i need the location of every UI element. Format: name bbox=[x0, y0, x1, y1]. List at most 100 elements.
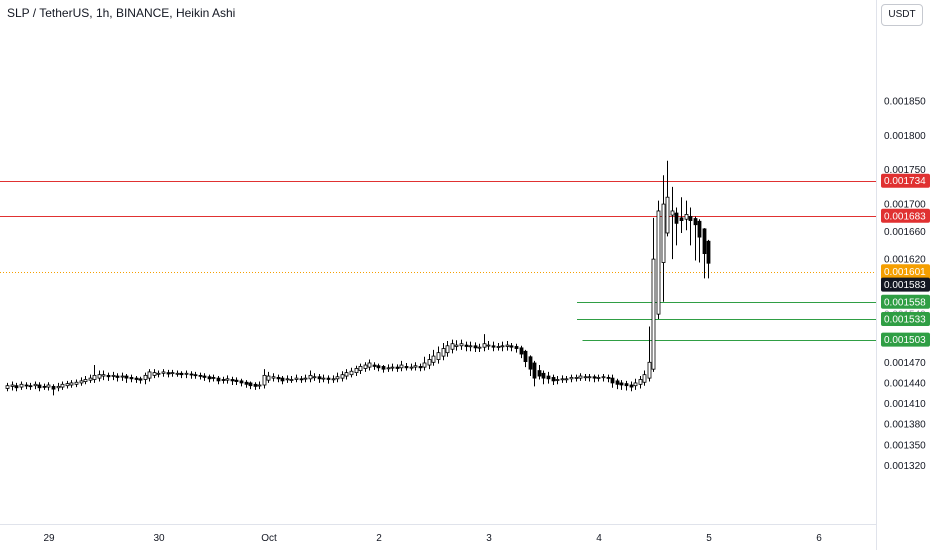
candle-down bbox=[248, 382, 253, 387]
support-price-tag-bg bbox=[881, 332, 930, 347]
candle-down bbox=[619, 382, 624, 386]
price-tick-label: 0.001470 bbox=[884, 358, 926, 369]
price-tags: 0.0015400.0017340.0016830.0015580.001533… bbox=[881, 173, 930, 347]
candle-down bbox=[372, 364, 377, 367]
candle-up bbox=[454, 344, 459, 347]
candle-up bbox=[642, 374, 647, 383]
candle-down bbox=[211, 377, 216, 379]
candle-down bbox=[404, 366, 409, 369]
candle-up bbox=[661, 203, 666, 263]
candle-up bbox=[143, 374, 148, 380]
candle-up bbox=[358, 366, 363, 371]
candle-down bbox=[317, 376, 322, 380]
price-tick-label: 0.001440 bbox=[884, 378, 926, 389]
candle-down bbox=[464, 344, 469, 347]
candle-up bbox=[583, 376, 588, 379]
candle-down bbox=[138, 378, 143, 381]
candle-down bbox=[706, 240, 711, 264]
candle-down bbox=[134, 377, 139, 380]
time-tick-label: 3 bbox=[486, 533, 492, 544]
time-tick-label: 2 bbox=[376, 533, 382, 544]
candle-up bbox=[60, 383, 65, 388]
last-price-label: 0.001601 bbox=[884, 267, 926, 278]
candle-up bbox=[427, 359, 432, 366]
candle-down bbox=[537, 370, 542, 377]
price-tick-label: 0.001700 bbox=[884, 200, 926, 211]
candle-down bbox=[679, 217, 684, 221]
candle-up bbox=[450, 343, 455, 350]
currency-button[interactable]: USDT bbox=[881, 4, 923, 26]
candle-up bbox=[156, 372, 161, 375]
candle-down bbox=[519, 347, 524, 355]
candle-down bbox=[179, 372, 184, 376]
candle-up bbox=[120, 375, 125, 378]
candle-down bbox=[189, 373, 194, 376]
candle-up bbox=[46, 384, 51, 388]
candle-up bbox=[83, 379, 88, 382]
candle-down bbox=[234, 379, 239, 382]
candle-up bbox=[647, 361, 652, 379]
candle-up bbox=[92, 374, 97, 380]
candle-down bbox=[115, 375, 120, 378]
candle-up bbox=[257, 384, 262, 387]
candle-down bbox=[28, 385, 33, 388]
resistance-price-tag-bg bbox=[881, 208, 930, 223]
candle-up bbox=[308, 374, 313, 380]
candle-down bbox=[230, 379, 235, 382]
price-tick-label: 0.001380 bbox=[884, 420, 926, 431]
candle-down bbox=[674, 212, 679, 224]
candle-down bbox=[193, 374, 198, 377]
time-axis[interactable]: 29 30 Oct 2 3 4 5 6 bbox=[43, 533, 822, 544]
candle-up bbox=[225, 378, 230, 381]
candles bbox=[5, 160, 711, 396]
candle-up bbox=[354, 368, 359, 374]
price-axis[interactable]: 0.001850 0.001800 0.001750 0.001700 0.001660… bbox=[884, 96, 926, 472]
candle-up bbox=[56, 385, 61, 389]
time-tick-label: 30 bbox=[153, 533, 165, 544]
support-price-tag-label: 0.001558 bbox=[884, 297, 926, 308]
candle-up bbox=[175, 372, 180, 375]
support-price-tag-label: 0.001533 bbox=[884, 314, 926, 325]
candle-down bbox=[166, 372, 171, 375]
candle-up bbox=[574, 377, 579, 379]
candle-up bbox=[367, 362, 372, 368]
candle-up bbox=[69, 382, 74, 386]
candle-down bbox=[216, 377, 221, 382]
candle-up bbox=[569, 377, 574, 380]
candle-up bbox=[656, 210, 661, 315]
candle-up bbox=[441, 348, 446, 357]
price-tick-label: 0.001660 bbox=[884, 227, 926, 238]
candle-up bbox=[386, 367, 391, 370]
candle-up bbox=[601, 376, 606, 379]
candle-down bbox=[376, 365, 381, 369]
candle-up bbox=[321, 377, 326, 380]
candle-down bbox=[14, 385, 19, 389]
candle-up bbox=[312, 376, 317, 379]
candle-down bbox=[106, 374, 111, 378]
time-tick-label: 6 bbox=[816, 533, 822, 544]
price-tick-label: 0.001350 bbox=[884, 440, 926, 451]
candle-down bbox=[629, 384, 634, 388]
candle-up bbox=[65, 383, 70, 387]
price-tick-label: 0.001750 bbox=[884, 165, 926, 176]
candle-up bbox=[564, 378, 569, 381]
candle-up bbox=[331, 378, 336, 381]
candle-up bbox=[10, 384, 15, 387]
candle-down bbox=[523, 350, 528, 363]
candle-up bbox=[482, 343, 487, 348]
time-tick-label: 29 bbox=[43, 533, 55, 544]
candle-down bbox=[37, 384, 42, 389]
candle-up bbox=[294, 377, 299, 380]
candle-up bbox=[409, 366, 414, 369]
candle-up bbox=[289, 379, 294, 381]
candle-up bbox=[596, 377, 601, 379]
candle-down bbox=[615, 380, 620, 385]
resistance-price-tag-label: 0.001683 bbox=[884, 211, 926, 222]
candle-up bbox=[88, 377, 93, 381]
resistance-price-tag-label: 0.001734 bbox=[884, 176, 926, 187]
candle-up bbox=[147, 371, 152, 379]
candle-up bbox=[262, 374, 267, 386]
candle-up bbox=[684, 214, 689, 220]
candle-down bbox=[532, 362, 537, 379]
